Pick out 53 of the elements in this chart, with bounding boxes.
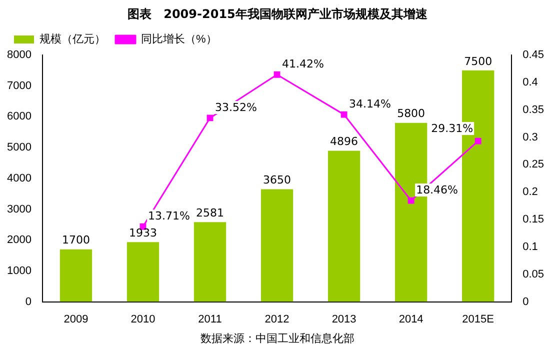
y-tick-label: 0 bbox=[25, 296, 32, 308]
bar bbox=[328, 150, 360, 302]
data-label: 29.31% bbox=[431, 122, 474, 135]
data-label: 2581 bbox=[196, 206, 224, 220]
data-label: 1700 bbox=[62, 234, 90, 247]
y2-tick-label: 0.45 bbox=[522, 49, 544, 62]
point bbox=[274, 71, 280, 78]
y-tick-label: 3000 bbox=[6, 203, 32, 216]
y2-tick-label: 0 bbox=[522, 296, 529, 308]
data-label: 13.71% bbox=[148, 209, 190, 222]
y-tick-label: 4000 bbox=[6, 172, 32, 184]
y-tick-label: 6000 bbox=[6, 110, 32, 123]
data-label: 18.46% bbox=[416, 183, 458, 196]
legend-label: 规模（亿元） bbox=[40, 34, 106, 46]
data-label: 34.14% bbox=[349, 97, 391, 110]
y-tick-label: 5000 bbox=[6, 142, 32, 154]
data-label: 3650 bbox=[263, 174, 292, 187]
x-tick-label: 2014 bbox=[398, 313, 424, 326]
data-label: 1933 bbox=[128, 226, 157, 240]
source-note: 数据来源：中国工业和信息化部 bbox=[200, 331, 356, 347]
bar bbox=[194, 222, 226, 302]
y-tick-label: 8000 bbox=[6, 49, 32, 62]
data-label: 7500 bbox=[464, 54, 492, 68]
point bbox=[474, 138, 482, 144]
y2-tick-label: 0.2 bbox=[522, 186, 538, 198]
data-label: 5800 bbox=[397, 107, 426, 120]
x-tick-label: 2013 bbox=[332, 313, 356, 326]
bar bbox=[60, 249, 92, 302]
legend-label: 同比增长（%） bbox=[141, 32, 217, 46]
point bbox=[206, 114, 214, 122]
y-tick-label: 7000 bbox=[6, 80, 32, 92]
chart-title: 图表 2009-2015年我国物联网产业市场规模及其增速 bbox=[126, 6, 428, 23]
y2-tick-label: 0.25 bbox=[522, 158, 544, 171]
x-tick-label: 2010 bbox=[130, 313, 156, 326]
data-label: 4896 bbox=[330, 135, 358, 148]
y2-tick-label: 0.3 bbox=[522, 131, 538, 144]
data-label: 33.52% bbox=[215, 100, 257, 114]
bar bbox=[260, 189, 294, 302]
y-tick-label: 2000 bbox=[6, 234, 32, 246]
x-tick-label: 2015E bbox=[462, 313, 494, 326]
data-label: 41.42% bbox=[282, 57, 324, 70]
x-tick-label: 2012 bbox=[264, 313, 290, 326]
y2-tick-label: 0.05 bbox=[522, 268, 544, 280]
x-tick-label: 2011 bbox=[198, 313, 222, 326]
y-tick-label: 1000 bbox=[6, 264, 32, 277]
bar bbox=[126, 242, 160, 302]
y2-tick-label: 0.35 bbox=[522, 104, 544, 116]
point bbox=[340, 111, 348, 118]
x-tick-label: 2009 bbox=[64, 313, 88, 326]
y2-tick-label: 0.1 bbox=[522, 240, 538, 253]
y2-tick-label: 0.15 bbox=[522, 214, 544, 226]
point bbox=[408, 197, 414, 204]
y2-tick-label: 0.4 bbox=[522, 76, 538, 88]
